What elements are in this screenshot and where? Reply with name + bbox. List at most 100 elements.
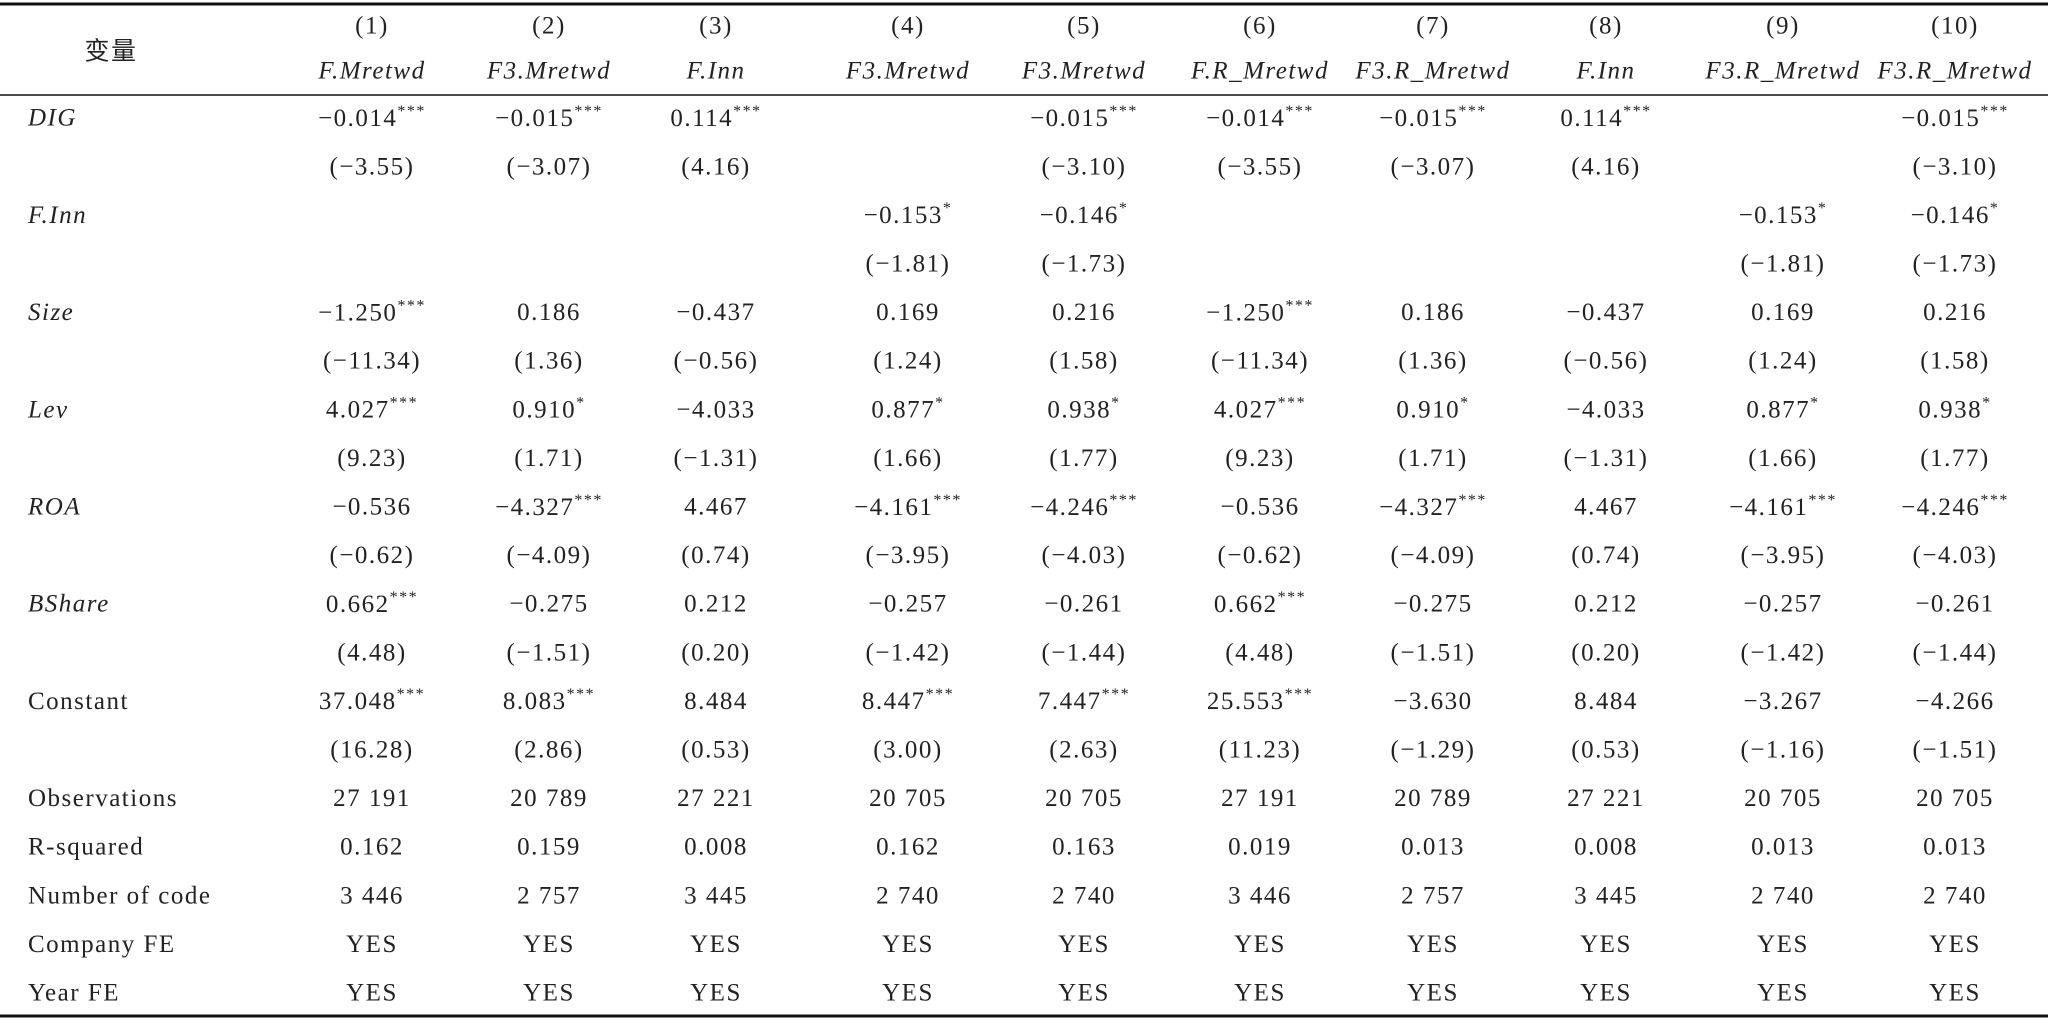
row-label: DIG — [27, 105, 77, 132]
coefficient-value: 4.027 — [326, 396, 390, 423]
coefficient: 4.027*** — [1214, 394, 1306, 423]
coefficient: 0.662*** — [1214, 589, 1306, 618]
cell: (−1.42) — [866, 639, 951, 666]
significance-stars: *** — [1623, 103, 1652, 120]
significance-stars: * — [1111, 394, 1121, 411]
cell: (−1.31) — [674, 445, 759, 472]
cell: 20 705 — [1744, 785, 1822, 812]
cell: 0.019 — [1228, 834, 1292, 861]
cell: (1.24) — [873, 348, 942, 375]
row-label: Size — [28, 299, 74, 326]
cell: 2 757 — [517, 882, 581, 909]
coefficient-value: −4.327 — [1379, 494, 1458, 521]
cell: (0.74) — [681, 542, 750, 569]
coefficient-value: 0.910 — [1396, 396, 1460, 423]
cell: YES — [1929, 980, 1981, 1007]
column-number: (1) — [355, 13, 389, 40]
coefficient-value: −0.015 — [1901, 105, 1980, 132]
cell: (−1.73) — [1042, 251, 1127, 278]
coefficient-value: −1.250 — [318, 299, 397, 326]
cell: (0.53) — [1571, 737, 1640, 764]
cell: (1.77) — [1920, 445, 1989, 472]
cell: (1.58) — [1049, 348, 1118, 375]
cell: −0.536 — [332, 494, 411, 521]
cell: YES — [1757, 931, 1809, 958]
cell: 20 705 — [1045, 785, 1123, 812]
coefficient: −0.014*** — [318, 103, 426, 132]
column-number: (4) — [891, 13, 925, 40]
cell: (16.28) — [330, 737, 413, 764]
cell: (−1.44) — [1913, 639, 1998, 666]
column-dependent-variable: F3.R_Mretwd — [1876, 58, 2032, 85]
column-number: (3) — [699, 13, 733, 40]
cell: 0.169 — [876, 299, 940, 326]
cell: 0.008 — [1574, 834, 1638, 861]
column-dependent-variable: F3.Mretwd — [845, 58, 970, 85]
cell: (0.53) — [681, 737, 750, 764]
coefficient-value: −4.161 — [1729, 494, 1808, 521]
cell: YES — [1058, 931, 1110, 958]
significance-stars: *** — [733, 103, 762, 120]
significance-stars: *** — [1980, 103, 2009, 120]
cell: −0.437 — [1566, 299, 1645, 326]
coefficient: −0.015*** — [495, 103, 603, 132]
cell: (−4.09) — [1391, 542, 1476, 569]
cell: YES — [346, 980, 398, 1007]
cell: 0.216 — [1923, 299, 1987, 326]
cell: (4.48) — [1225, 639, 1294, 666]
cell: (−3.55) — [1218, 153, 1303, 180]
cell: −4.033 — [676, 396, 755, 423]
cell: (4.16) — [681, 153, 750, 180]
significance-stars: *** — [1980, 491, 2009, 508]
coefficient: 0.114*** — [670, 103, 761, 132]
coefficient-value: 0.877 — [871, 396, 935, 423]
cell: (0.20) — [1571, 639, 1640, 666]
cell: 3 446 — [340, 882, 404, 909]
cell: (1.77) — [1049, 445, 1118, 472]
cell: (−3.95) — [866, 542, 951, 569]
cell: (−1.51) — [1391, 639, 1476, 666]
cell: 27 221 — [1567, 785, 1645, 812]
cell: 2 740 — [1052, 882, 1116, 909]
cell: (2.86) — [514, 737, 583, 764]
coefficient: −4.161*** — [1729, 491, 1837, 520]
cell: (11.23) — [1219, 737, 1301, 764]
cell: (1.66) — [1748, 445, 1817, 472]
coefficient: 0.662*** — [326, 589, 418, 618]
coefficient: −4.161*** — [854, 491, 962, 520]
significance-stars: *** — [390, 589, 419, 606]
coefficient-value: −1.250 — [1206, 299, 1285, 326]
coefficient-value: 25.553 — [1207, 688, 1285, 715]
significance-stars: * — [1818, 200, 1828, 217]
cell: 0.162 — [340, 834, 404, 861]
cell: (2.63) — [1049, 737, 1118, 764]
cell: YES — [1757, 980, 1809, 1007]
cell: 0.216 — [1052, 299, 1116, 326]
cell: (−3.07) — [1391, 153, 1476, 180]
cell: −0.536 — [1220, 494, 1299, 521]
cell: (0.20) — [681, 639, 750, 666]
cell: (−1.73) — [1913, 251, 1998, 278]
coefficient-value: −4.327 — [495, 494, 574, 521]
cell: (1.66) — [873, 445, 942, 472]
cell: (9.23) — [337, 445, 406, 472]
cell: 8.484 — [1574, 688, 1638, 715]
cell: YES — [523, 931, 575, 958]
column-number: (6) — [1243, 13, 1277, 40]
cell: 0.162 — [876, 834, 940, 861]
significance-stars: *** — [574, 103, 603, 120]
cell: 27 191 — [1221, 785, 1299, 812]
coefficient-value: 0.114 — [1560, 105, 1623, 132]
row-label: F.Inn — [27, 202, 87, 229]
corner-label: 变量 — [84, 38, 137, 66]
column-dependent-variable: F.Mretwd — [317, 58, 425, 85]
column-number: (9) — [1766, 13, 1800, 40]
cell: 27 221 — [677, 785, 755, 812]
column-dependent-variable: F.Inn — [685, 58, 745, 85]
cell: (1.36) — [1398, 348, 1467, 375]
coefficient: −1.250*** — [318, 297, 426, 326]
cell: YES — [1234, 980, 1286, 1007]
cell: 0.163 — [1052, 834, 1116, 861]
cell: −0.275 — [1393, 591, 1472, 618]
